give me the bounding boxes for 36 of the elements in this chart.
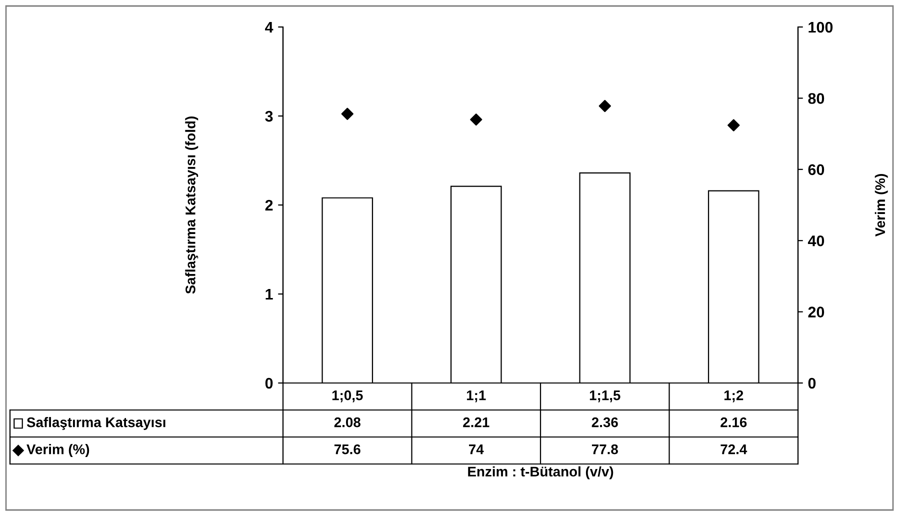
y-tick-label: 4 xyxy=(265,22,274,33)
y-tick-label: 3 xyxy=(265,110,273,122)
data-label: 2.36 xyxy=(592,417,618,428)
bar xyxy=(322,197,374,383)
x-tick-label: 1;1,5 xyxy=(590,390,620,402)
x-axis-title: Enzim : t-Bütanol (v/v) xyxy=(468,466,614,480)
point xyxy=(470,113,482,126)
data-label: 77.8 xyxy=(592,444,618,454)
data-label: 2.16 xyxy=(720,417,747,428)
y2-tick-label: 60 xyxy=(808,164,824,176)
y2-tick-label: 80 xyxy=(808,93,824,104)
y-tick-label: 1 xyxy=(266,289,273,300)
y-tick-label: 2 xyxy=(265,200,273,211)
y-tick-label: 0 xyxy=(265,378,273,389)
x-tick-label: 1;2 xyxy=(724,390,744,402)
y2-tick-label: 40 xyxy=(808,235,824,246)
point xyxy=(728,119,740,132)
point xyxy=(598,100,611,112)
bar xyxy=(450,186,502,383)
data-label: 75.6 xyxy=(334,444,360,454)
point xyxy=(341,108,354,120)
data-label: 2.08 xyxy=(334,417,360,428)
data-label: 72.4 xyxy=(720,444,748,454)
bar xyxy=(579,172,631,383)
x-tick-label: 1;0,5 xyxy=(332,390,363,402)
legend-label: Saflaştırma Katsayısı xyxy=(26,417,166,430)
legend-label: Verim (%) xyxy=(26,444,90,457)
y2-tick-label: 0 xyxy=(808,378,816,389)
y2-tick-label: 20 xyxy=(808,306,824,318)
bar xyxy=(708,190,760,383)
y2-axis-title: Verim (%) xyxy=(874,174,888,237)
x-tick-label: 1;1 xyxy=(466,390,486,402)
y-axis-title: Saflaştırma Katsayısı (fold) xyxy=(185,116,198,294)
data-label: 74 xyxy=(469,444,484,454)
y2-tick-label: 100 xyxy=(808,22,833,33)
data-label: 2.21 xyxy=(463,417,490,428)
